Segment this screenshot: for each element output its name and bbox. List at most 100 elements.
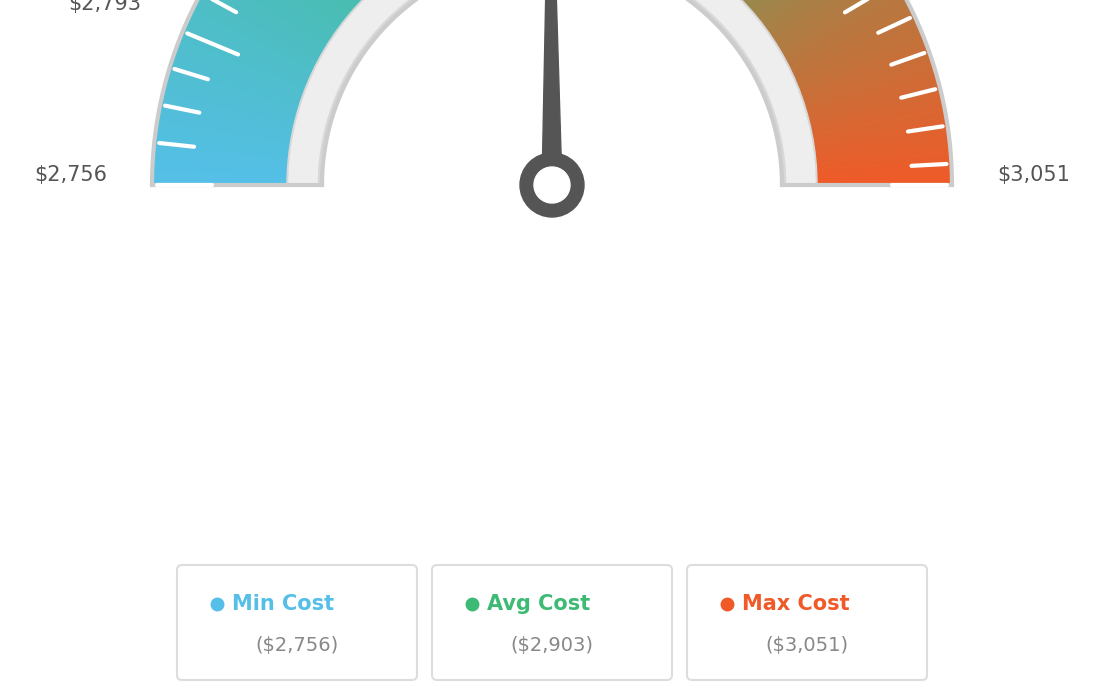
Wedge shape xyxy=(159,110,297,138)
Wedge shape xyxy=(152,169,293,177)
Wedge shape xyxy=(152,172,293,179)
Wedge shape xyxy=(798,55,932,103)
Wedge shape xyxy=(157,122,295,146)
Wedge shape xyxy=(178,41,309,93)
Wedge shape xyxy=(793,32,923,88)
Wedge shape xyxy=(795,43,927,95)
Wedge shape xyxy=(152,166,293,175)
Wedge shape xyxy=(153,148,294,163)
Wedge shape xyxy=(781,0,905,63)
Wedge shape xyxy=(194,3,320,69)
Wedge shape xyxy=(261,0,364,7)
Wedge shape xyxy=(258,0,362,8)
Wedge shape xyxy=(782,0,907,65)
Wedge shape xyxy=(772,0,891,48)
Wedge shape xyxy=(811,150,951,165)
Wedge shape xyxy=(754,0,864,23)
Wedge shape xyxy=(254,0,360,12)
Wedge shape xyxy=(810,148,951,163)
Wedge shape xyxy=(745,0,852,13)
Wedge shape xyxy=(752,0,862,21)
Wedge shape xyxy=(204,0,327,56)
Wedge shape xyxy=(199,0,323,63)
Wedge shape xyxy=(206,0,328,55)
Wedge shape xyxy=(167,77,301,117)
Wedge shape xyxy=(214,0,333,46)
Wedge shape xyxy=(263,0,365,6)
Wedge shape xyxy=(800,64,934,108)
Wedge shape xyxy=(172,55,306,103)
Wedge shape xyxy=(203,0,326,58)
Text: ($2,756): ($2,756) xyxy=(255,636,339,655)
Wedge shape xyxy=(163,86,300,122)
Wedge shape xyxy=(237,0,349,24)
Wedge shape xyxy=(221,0,338,39)
Wedge shape xyxy=(164,83,300,120)
Wedge shape xyxy=(158,116,296,142)
Wedge shape xyxy=(163,88,299,124)
Wedge shape xyxy=(811,175,952,181)
Wedge shape xyxy=(225,0,340,35)
Wedge shape xyxy=(152,175,293,181)
Wedge shape xyxy=(182,29,312,86)
Wedge shape xyxy=(785,9,913,72)
Wedge shape xyxy=(289,0,815,185)
Wedge shape xyxy=(240,0,350,23)
Wedge shape xyxy=(247,0,355,16)
Wedge shape xyxy=(786,12,914,75)
Text: $2,756: $2,756 xyxy=(34,165,107,185)
FancyBboxPatch shape xyxy=(432,565,672,680)
Wedge shape xyxy=(161,95,299,128)
Wedge shape xyxy=(774,0,894,51)
Wedge shape xyxy=(769,0,888,44)
Wedge shape xyxy=(287,0,817,185)
Wedge shape xyxy=(810,138,949,157)
Wedge shape xyxy=(171,59,306,105)
Wedge shape xyxy=(157,119,296,144)
Circle shape xyxy=(534,167,570,203)
Text: ($2,903): ($2,903) xyxy=(510,636,594,655)
Text: Max Cost: Max Cost xyxy=(742,593,850,613)
Wedge shape xyxy=(805,88,941,124)
Wedge shape xyxy=(166,79,301,119)
Wedge shape xyxy=(778,0,901,58)
Wedge shape xyxy=(811,172,952,179)
Wedge shape xyxy=(810,141,949,159)
Wedge shape xyxy=(755,0,867,24)
Wedge shape xyxy=(785,6,911,70)
Wedge shape xyxy=(736,0,837,3)
Wedge shape xyxy=(807,104,944,135)
Wedge shape xyxy=(750,0,858,18)
Wedge shape xyxy=(171,61,305,106)
Wedge shape xyxy=(156,126,295,148)
Text: Min Cost: Min Cost xyxy=(232,593,335,613)
Wedge shape xyxy=(244,0,353,19)
Wedge shape xyxy=(155,138,294,157)
Wedge shape xyxy=(160,101,298,132)
Wedge shape xyxy=(167,73,302,115)
Wedge shape xyxy=(159,107,297,137)
Wedge shape xyxy=(809,126,948,148)
Wedge shape xyxy=(161,98,298,130)
Wedge shape xyxy=(790,26,921,83)
Wedge shape xyxy=(158,113,296,140)
Wedge shape xyxy=(806,98,943,130)
Wedge shape xyxy=(749,0,857,16)
Wedge shape xyxy=(162,92,299,126)
Wedge shape xyxy=(776,0,898,55)
Wedge shape xyxy=(250,0,357,14)
Wedge shape xyxy=(152,160,293,170)
Wedge shape xyxy=(173,52,307,101)
Wedge shape xyxy=(210,0,330,51)
Wedge shape xyxy=(195,1,321,67)
Wedge shape xyxy=(798,59,933,105)
Wedge shape xyxy=(773,0,893,49)
Wedge shape xyxy=(197,0,322,65)
Wedge shape xyxy=(153,150,293,165)
Wedge shape xyxy=(809,128,948,150)
Wedge shape xyxy=(811,179,952,183)
Wedge shape xyxy=(183,26,314,83)
Wedge shape xyxy=(190,12,318,75)
Polygon shape xyxy=(542,0,562,185)
Wedge shape xyxy=(176,46,308,97)
